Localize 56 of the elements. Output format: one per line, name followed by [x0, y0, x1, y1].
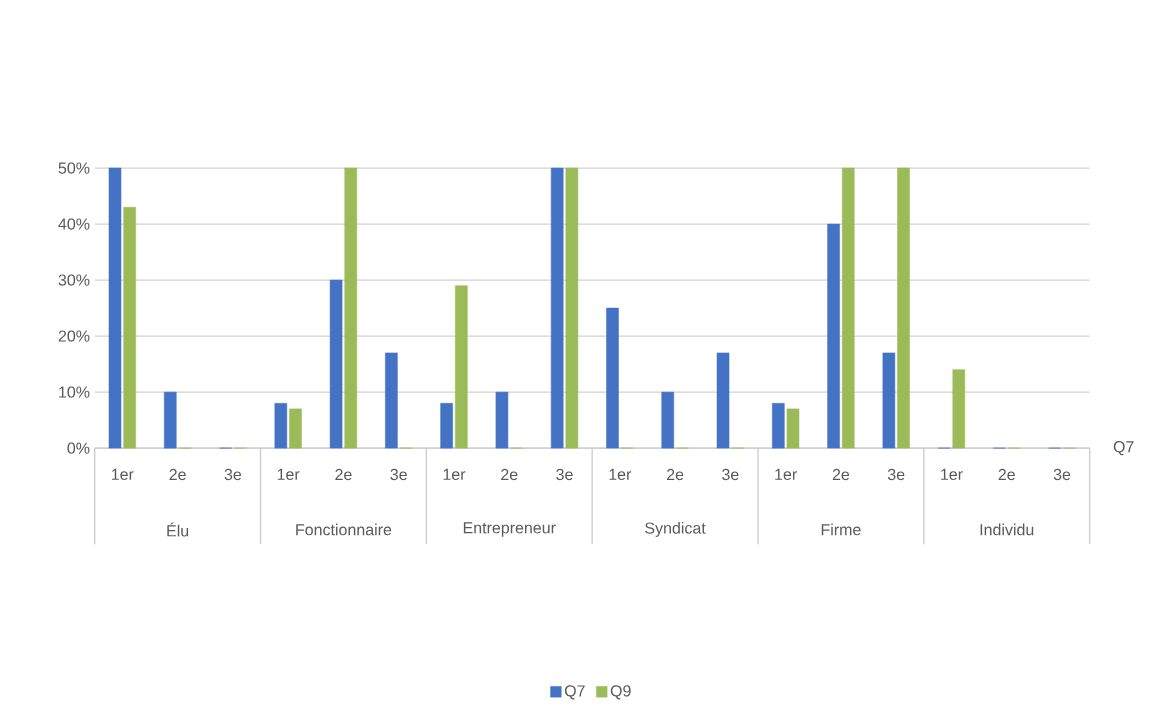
text: Firme — [821, 523, 861, 536]
bar — [661, 392, 675, 449]
x-tick-label: 3e — [390, 469, 407, 481]
bar — [289, 408, 302, 449]
bar — [606, 308, 619, 449]
bar — [164, 392, 177, 449]
x-tick-label: 1er — [775, 469, 797, 481]
x-tick-label: 2e — [335, 469, 352, 481]
text: Syndicat — [645, 522, 706, 538]
text: Élu — [167, 522, 189, 537]
x-tick-label: 1er — [111, 469, 134, 481]
y-tick-label: 0% — [67, 442, 90, 455]
x-tick-label: 2e — [169, 469, 186, 481]
bar — [385, 352, 398, 449]
text: Fonctionnaire — [296, 523, 392, 536]
bar — [455, 285, 468, 449]
x-tick-label: 3e — [1053, 469, 1071, 481]
text: Entrepreneur — [463, 522, 556, 537]
x-tick-label: 2e — [666, 469, 684, 481]
bar — [440, 403, 453, 449]
bar — [897, 168, 910, 449]
bar — [108, 168, 122, 449]
bar — [786, 408, 800, 449]
legend-label: Q9 — [610, 685, 631, 700]
x-tick-label: 2e — [998, 469, 1015, 481]
bar — [274, 403, 288, 449]
legend-label: Q7 — [564, 685, 585, 700]
y-tick-label: 30% — [58, 274, 90, 286]
x-tick-label: 3e — [722, 469, 739, 481]
bar — [841, 168, 855, 449]
bar — [882, 352, 896, 449]
x-tick-label: 1er — [941, 469, 963, 481]
bar — [565, 168, 579, 449]
x-tick-label: 2e — [501, 469, 518, 481]
bar — [123, 207, 136, 449]
y-tick-label: 50% — [58, 162, 90, 174]
x-tick-label: 3e — [224, 469, 242, 481]
bar — [952, 369, 966, 449]
text: Q7 — [1113, 441, 1134, 456]
x-tick-label: 1er — [443, 469, 466, 481]
y-tick-label: 20% — [58, 330, 90, 342]
bar — [495, 392, 509, 449]
bar — [344, 168, 358, 449]
x-tick-label: 3e — [887, 469, 905, 481]
bar — [716, 352, 730, 449]
y-tick-label: 40% — [58, 218, 90, 230]
bar — [772, 403, 785, 449]
bar — [550, 168, 564, 449]
x-tick-label: 1er — [277, 469, 300, 481]
bar — [827, 224, 840, 449]
x-tick-label: 1er — [609, 469, 632, 481]
x-tick-label: 3e — [556, 469, 573, 481]
x-tick-label: 2e — [832, 469, 850, 481]
bar — [329, 280, 343, 449]
text: Individu — [980, 523, 1034, 536]
y-tick-label: 10% — [59, 386, 90, 398]
